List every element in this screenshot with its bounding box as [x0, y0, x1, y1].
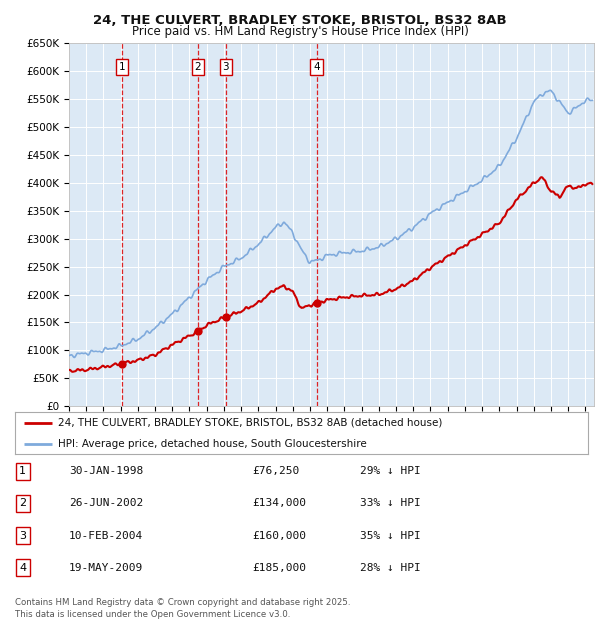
Text: Price paid vs. HM Land Registry's House Price Index (HPI): Price paid vs. HM Land Registry's House … [131, 25, 469, 38]
Text: £134,000: £134,000 [252, 498, 306, 508]
Text: 24, THE CULVERT, BRADLEY STOKE, BRISTOL, BS32 8AB: 24, THE CULVERT, BRADLEY STOKE, BRISTOL,… [93, 14, 507, 27]
Text: 10-FEB-2004: 10-FEB-2004 [69, 531, 143, 541]
Text: 30-JAN-1998: 30-JAN-1998 [69, 466, 143, 476]
Text: 2: 2 [19, 498, 26, 508]
Text: £76,250: £76,250 [252, 466, 299, 476]
Text: 35% ↓ HPI: 35% ↓ HPI [360, 531, 421, 541]
Text: 3: 3 [223, 62, 229, 72]
Text: Contains HM Land Registry data © Crown copyright and database right 2025.
This d: Contains HM Land Registry data © Crown c… [15, 598, 350, 619]
Text: 28% ↓ HPI: 28% ↓ HPI [360, 563, 421, 573]
Text: £185,000: £185,000 [252, 563, 306, 573]
Text: 29% ↓ HPI: 29% ↓ HPI [360, 466, 421, 476]
Text: 4: 4 [19, 563, 26, 573]
Text: HPI: Average price, detached house, South Gloucestershire: HPI: Average price, detached house, Sout… [58, 439, 367, 449]
Text: £160,000: £160,000 [252, 531, 306, 541]
Text: 2: 2 [194, 62, 201, 72]
Text: 4: 4 [313, 62, 320, 72]
Text: 3: 3 [19, 531, 26, 541]
Text: 24, THE CULVERT, BRADLEY STOKE, BRISTOL, BS32 8AB (detached house): 24, THE CULVERT, BRADLEY STOKE, BRISTOL,… [58, 418, 442, 428]
Text: 33% ↓ HPI: 33% ↓ HPI [360, 498, 421, 508]
Text: 1: 1 [119, 62, 125, 72]
Text: 26-JUN-2002: 26-JUN-2002 [69, 498, 143, 508]
Text: 1: 1 [19, 466, 26, 476]
Text: 19-MAY-2009: 19-MAY-2009 [69, 563, 143, 573]
